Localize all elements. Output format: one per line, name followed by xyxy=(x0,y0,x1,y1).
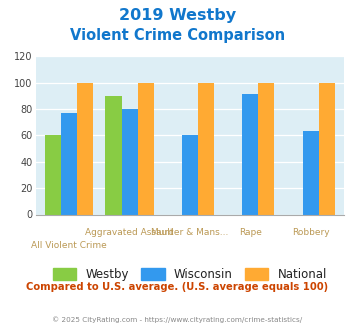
Bar xyxy=(182,135,198,214)
Bar xyxy=(61,113,77,214)
Bar xyxy=(121,109,138,214)
Legend: Westby, Wisconsin, National: Westby, Wisconsin, National xyxy=(53,268,327,281)
Bar xyxy=(319,82,335,214)
Bar xyxy=(242,94,258,214)
Text: Robbery: Robbery xyxy=(292,228,329,237)
Bar xyxy=(138,82,154,214)
Bar xyxy=(258,82,274,214)
Text: Compared to U.S. average. (U.S. average equals 100): Compared to U.S. average. (U.S. average … xyxy=(26,282,329,292)
Text: Murder & Mans...: Murder & Mans... xyxy=(151,228,229,237)
Text: All Violent Crime: All Violent Crime xyxy=(31,241,107,250)
Text: © 2025 CityRating.com - https://www.cityrating.com/crime-statistics/: © 2025 CityRating.com - https://www.city… xyxy=(53,317,302,323)
Bar xyxy=(302,131,319,214)
Text: Aggravated Assault: Aggravated Assault xyxy=(85,228,174,237)
Bar xyxy=(105,96,121,214)
Bar xyxy=(45,135,61,214)
Bar xyxy=(77,82,93,214)
Text: 2019 Westby: 2019 Westby xyxy=(119,8,236,23)
Text: Rape: Rape xyxy=(239,228,262,237)
Bar xyxy=(198,82,214,214)
Text: Violent Crime Comparison: Violent Crime Comparison xyxy=(70,28,285,43)
